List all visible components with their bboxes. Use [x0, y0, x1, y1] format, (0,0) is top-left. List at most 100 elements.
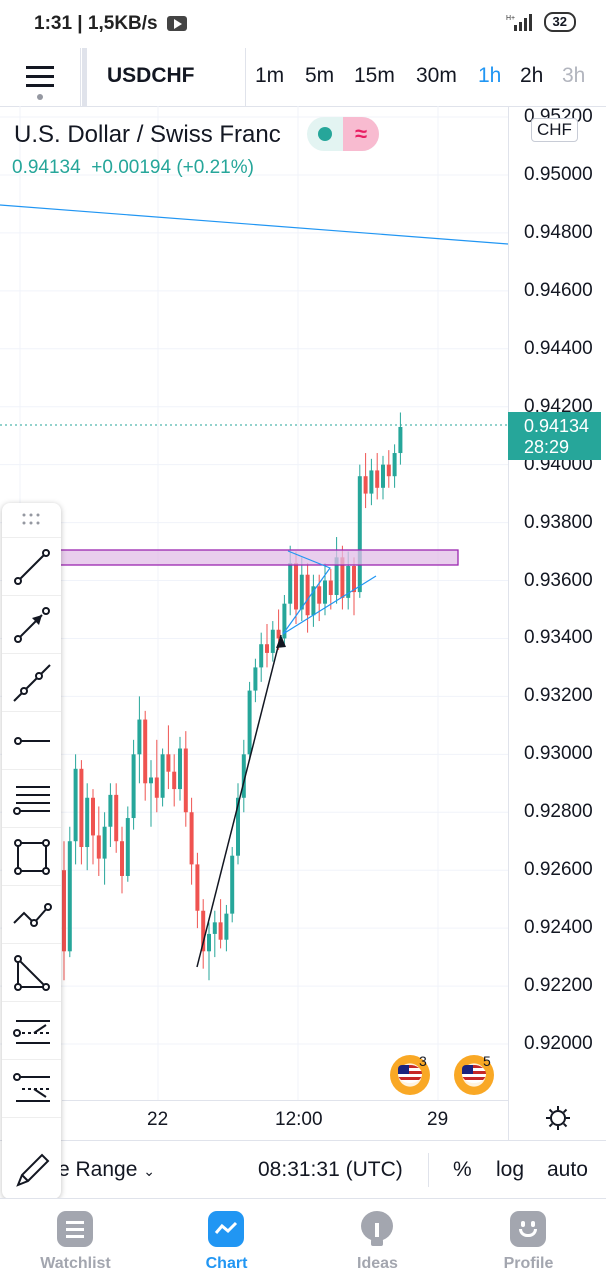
- candle-body: [67, 841, 72, 952]
- candle-body: [305, 574, 310, 616]
- utc-clock[interactable]: 08:31:31 (UTC): [258, 1158, 403, 1181]
- market-open-dot-icon: [318, 127, 332, 141]
- economic-event-flag-icon[interactable]: 5: [454, 1053, 494, 1095]
- timeframe-1m[interactable]: 1m: [255, 64, 285, 87]
- triangle-tool[interactable]: [2, 943, 61, 1002]
- nav-ideas[interactable]: Ideas: [302, 1199, 453, 1281]
- price-label: 0.92000: [524, 1033, 593, 1054]
- candle-body: [189, 812, 194, 865]
- candle-body: [276, 629, 281, 639]
- quote-line: 0.94134 +0.00194 (+0.21%): [12, 157, 254, 179]
- short-position-icon: [13, 1073, 50, 1102]
- arrow-tool[interactable]: [2, 595, 61, 654]
- price-label: 0.92800: [524, 801, 593, 823]
- menu-button[interactable]: [0, 48, 81, 106]
- status-bar: 1:31 | 1,5KB/s H+ 32: [0, 0, 606, 48]
- timeframe-2h[interactable]: 2h: [520, 64, 544, 87]
- triangle-pattern-drawing[interactable]: [282, 550, 377, 635]
- chart-toolbar: USDCHF 1m 5m 15m 30m 1h 2h 3h: [0, 48, 606, 107]
- time-label: 12:00: [275, 1109, 323, 1130]
- arrow-head: [276, 635, 286, 648]
- date-range-button[interactable]: e Range ⌄: [58, 1158, 155, 1181]
- profile-icon: [510, 1211, 546, 1247]
- price-label: 0.93000: [524, 743, 593, 765]
- brush-tool[interactable]: [2, 1141, 61, 1199]
- price-label: 0.92400: [524, 917, 593, 939]
- candle-body: [212, 922, 217, 934]
- candle-body: [340, 557, 345, 598]
- timeframe-5m[interactable]: 5m: [305, 64, 335, 87]
- timeframe-3h[interactable]: 3h: [562, 64, 586, 87]
- candle-body: [398, 426, 403, 454]
- svg-text:H+: H+: [506, 15, 515, 22]
- trend-line-tool[interactable]: [2, 537, 61, 596]
- drag-handle[interactable]: [2, 503, 61, 538]
- economic-event-flag-icon[interactable]: 3: [390, 1053, 430, 1095]
- ray-icon: [13, 664, 51, 702]
- settings-icon[interactable]: [544, 1104, 572, 1132]
- percent-scale-toggle[interactable]: %: [453, 1158, 472, 1181]
- chart-title: U.S. Dollar / Swiss Franc: [14, 121, 281, 148]
- rectangle-tool[interactable]: [2, 827, 61, 886]
- nav-chart[interactable]: Chart: [151, 1199, 302, 1281]
- horizontal-ray-tool[interactable]: [2, 711, 61, 770]
- candle-body: [114, 794, 119, 842]
- candle-body: [265, 644, 269, 653]
- hamburger-icon: [26, 66, 54, 100]
- log-scale-toggle[interactable]: log: [496, 1158, 525, 1181]
- candle-body: [218, 922, 223, 940]
- price-label: 0.93800: [524, 511, 593, 533]
- divider: [428, 1153, 429, 1187]
- long-position-tool[interactable]: [2, 1001, 61, 1060]
- candle-body: [346, 566, 351, 598]
- candle-body: [270, 629, 275, 653]
- nav-label: Chart: [205, 1255, 248, 1272]
- market-status-chip[interactable]: ≈: [307, 117, 379, 151]
- chart-bottom-bar: e Range ⌄ 08:31:31 (UTC) % log auto: [0, 1140, 606, 1199]
- ray-tool[interactable]: [2, 653, 61, 712]
- horizontal-ray-icon: [14, 737, 50, 745]
- timeframe-15m[interactable]: 15m: [354, 64, 395, 87]
- currency-label[interactable]: CHF: [531, 118, 578, 142]
- signal-icon: H+: [506, 14, 532, 31]
- change-percent-value: (+0.21%): [176, 157, 254, 178]
- nav-watchlist[interactable]: Watchlist: [0, 1199, 151, 1281]
- time-axis[interactable]: 22 12:00 29: [62, 1100, 508, 1141]
- price-label: 0.94600: [524, 279, 593, 301]
- timeframe-1h[interactable]: 1h: [478, 64, 502, 87]
- candle-body: [247, 690, 252, 755]
- candle-body: [288, 563, 293, 604]
- trend-line-drawing[interactable]: [0, 204, 509, 245]
- status-icons: H+ 32: [506, 12, 576, 32]
- nav-profile[interactable]: Profile: [453, 1199, 604, 1281]
- candle-body: [253, 667, 258, 691]
- path-tool[interactable]: [2, 885, 61, 944]
- auto-scale-toggle[interactable]: auto: [547, 1158, 588, 1181]
- candle-body: [299, 574, 304, 610]
- resistance-zone-drawing[interactable]: [29, 549, 459, 566]
- candle-body: [328, 580, 333, 595]
- candle-body: [154, 777, 159, 798]
- chart-pane[interactable]: [0, 106, 606, 1100]
- symbol-search-button[interactable]: USDCHF: [82, 48, 246, 106]
- bar-countdown: 28:29: [524, 437, 570, 457]
- timeframe-30m[interactable]: 30m: [416, 64, 457, 87]
- candle-body: [357, 476, 362, 593]
- candle-body: [102, 826, 107, 859]
- short-position-tool[interactable]: [2, 1059, 61, 1118]
- rectangle-icon: [14, 839, 50, 875]
- price-label: 0.93600: [524, 569, 593, 591]
- candle-body: [137, 719, 142, 755]
- price-label: 0.94400: [524, 337, 593, 359]
- arrow-drawing[interactable]: [196, 634, 282, 968]
- candle-body: [386, 464, 391, 477]
- time-label: 22: [147, 1109, 169, 1130]
- candle-body: [224, 913, 229, 940]
- chart-grid: [0, 106, 508, 1100]
- event-count: 3: [419, 1053, 427, 1069]
- candle-body: [166, 754, 171, 772]
- candle-body: [259, 644, 264, 668]
- fib-retracement-tool[interactable]: [2, 769, 61, 828]
- lightbulb-icon: [359, 1211, 395, 1247]
- trend-line-icon: [14, 549, 50, 585]
